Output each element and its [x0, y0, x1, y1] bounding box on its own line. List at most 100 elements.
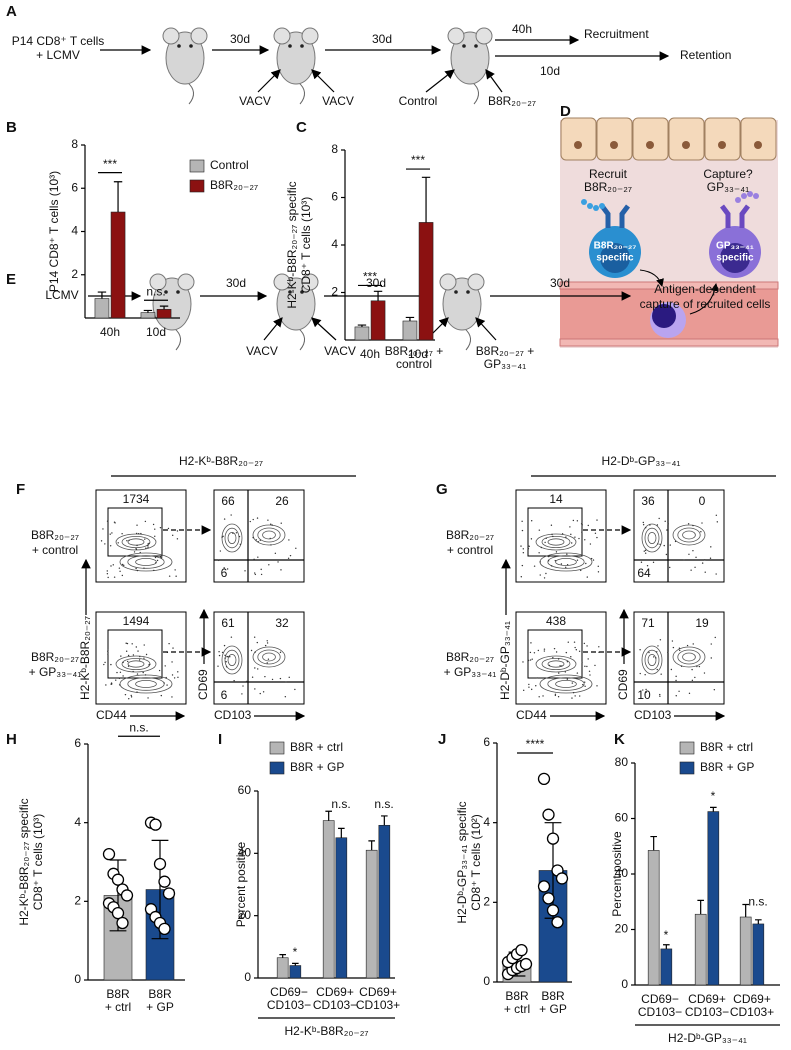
event-dot — [576, 559, 579, 561]
event-dot — [279, 677, 282, 680]
event-dot — [126, 642, 129, 645]
event-dot — [267, 658, 270, 660]
event-dot — [683, 559, 685, 561]
contour — [547, 660, 565, 668]
event-dot — [583, 642, 586, 645]
event-dot — [701, 562, 704, 564]
event-dot — [224, 654, 226, 657]
cell-label: specific — [596, 253, 634, 264]
contour — [682, 652, 696, 662]
event-dot — [121, 533, 123, 535]
event-dot — [522, 548, 525, 550]
error-bar — [325, 810, 332, 821]
event-dot — [225, 666, 228, 668]
event-dot — [667, 651, 669, 654]
contour — [547, 538, 565, 546]
outcome-label: capture of recruited cells — [640, 297, 771, 311]
event-dot — [143, 657, 145, 659]
x-axis-label: CD44 — [96, 708, 127, 722]
event-dot — [649, 524, 651, 526]
event-dot — [148, 542, 150, 545]
error-bar — [97, 291, 107, 299]
interval-label: 30d — [226, 276, 246, 290]
bar — [365, 849, 378, 979]
x-tick-label: CD69− — [270, 985, 308, 999]
event-dot — [694, 676, 696, 679]
event-dot — [656, 524, 659, 526]
event-dot — [690, 569, 692, 571]
event-dot — [109, 545, 112, 547]
bar — [752, 923, 765, 986]
event-dot — [645, 688, 647, 691]
event-dot — [692, 524, 694, 527]
event-dot — [588, 670, 591, 672]
mouse-eye — [189, 44, 193, 48]
event-dot — [288, 676, 290, 679]
event-dot — [139, 551, 141, 554]
arrow — [257, 69, 281, 93]
panel-label: E — [6, 271, 16, 288]
legend-label: B8R₂₀₋₂₇ — [210, 178, 258, 192]
y-tick-label: 2 — [71, 267, 78, 281]
event-dot — [168, 642, 170, 645]
contour — [257, 649, 281, 665]
error-bar — [143, 309, 153, 313]
event-dot — [714, 636, 716, 639]
event-dot — [687, 523, 690, 525]
event-dot — [137, 650, 139, 652]
event-dot — [274, 552, 277, 555]
event-dot — [550, 524, 553, 526]
x-axis-label: H2-Dᵇ-GP₃₃₋₄₁ — [668, 1031, 747, 1045]
event-dot — [583, 681, 586, 683]
event-dot — [642, 689, 644, 691]
event-dot — [125, 642, 127, 644]
event-dot — [538, 552, 540, 554]
event-dot — [172, 647, 174, 649]
event-dot — [257, 668, 259, 670]
gate — [527, 507, 583, 557]
error-bar — [742, 903, 749, 918]
mouse-ear — [162, 27, 180, 45]
mouse-eye — [177, 44, 181, 48]
y-tick-label: 6 — [71, 180, 78, 194]
contour — [672, 524, 706, 546]
row-label: B8R₂₀₋₂₇ — [31, 528, 79, 542]
event-dot — [672, 646, 675, 649]
event-dot — [565, 566, 567, 568]
flow-plot — [213, 611, 305, 705]
event-dot — [574, 695, 576, 697]
event-dot — [230, 636, 233, 638]
event-dot — [147, 546, 149, 548]
significance-label: n.s. — [374, 797, 393, 811]
contour — [541, 658, 571, 671]
error-bar — [368, 840, 375, 851]
event-dot — [679, 649, 681, 652]
x-tick-label: + GP — [539, 1002, 567, 1016]
flow-title: H2-Dᵇ-GP₃₃₋₄₁ — [602, 454, 681, 468]
event-dot — [107, 653, 109, 655]
event-dot — [106, 570, 108, 572]
mouse-eye — [454, 290, 458, 294]
event-dot — [671, 640, 674, 642]
y-tick-label: 0 — [244, 970, 251, 984]
contour — [227, 532, 237, 545]
event-dot — [669, 566, 671, 569]
event-dot — [581, 661, 583, 664]
quadrant-value: 19 — [695, 616, 709, 630]
event-dot — [570, 533, 572, 536]
event-dot — [132, 654, 135, 656]
event-dot — [120, 655, 122, 657]
event-dot — [669, 544, 671, 546]
event-dot — [656, 668, 658, 671]
event-dot — [704, 559, 706, 561]
error-bar — [338, 827, 345, 838]
event-dot — [171, 696, 173, 698]
mouse-tail — [173, 327, 181, 351]
event-dot — [555, 551, 558, 553]
mouse-eye — [288, 44, 292, 48]
data-point — [116, 916, 129, 930]
contour — [115, 655, 157, 673]
event-dot — [592, 559, 595, 561]
event-dot — [589, 674, 591, 676]
